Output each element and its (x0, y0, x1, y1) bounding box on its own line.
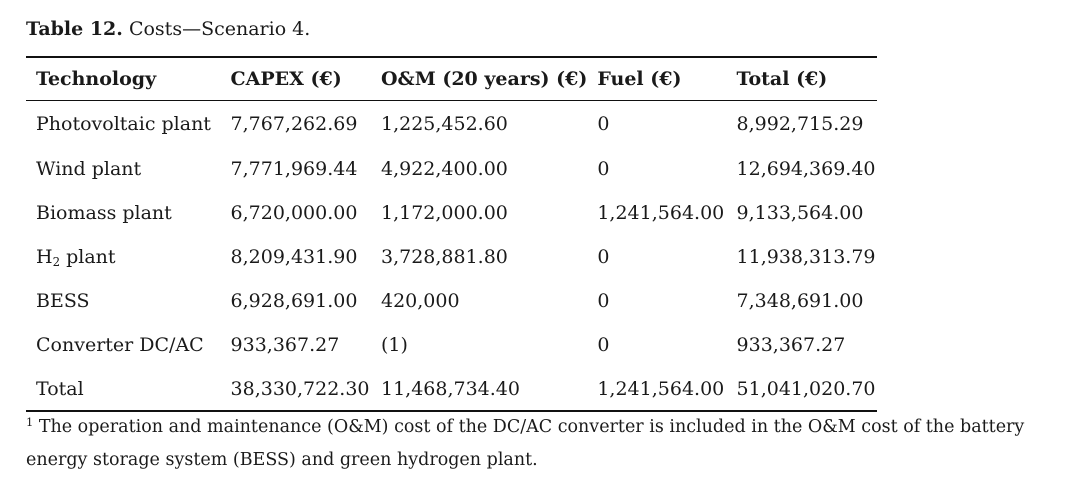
technology-cell: Wind plant (36, 158, 142, 180)
header-technology: Technology (36, 68, 157, 90)
technology-cell: Biomass plant (36, 202, 172, 224)
fuel-cell: 0 (597, 334, 610, 356)
total-cell: 11,938,313.79 (736, 246, 876, 268)
om-cell: 1,172,000.00 (380, 202, 508, 224)
technology-cell: H2 plant (36, 246, 116, 269)
fuel-cell: 0 (597, 158, 610, 180)
table-row: Converter DC/AC 933,367.27 (1) 0 933,367… (26, 323, 877, 367)
capex-cell: 8,209,431.90 (230, 246, 358, 268)
header-fuel: Fuel (€) (597, 68, 682, 90)
total-cell: 9,133,564.00 (736, 202, 864, 224)
technology-cell: BESS (36, 290, 90, 312)
fuel-cell: 0 (597, 246, 610, 268)
fuel-cell: 1,241,564.00 (597, 377, 725, 400)
fuel-cell: 1,241,564.00 (597, 202, 725, 224)
table-row: H2 plant 8,209,431.90 3,728,881.80 0 11,… (26, 235, 877, 279)
table-row: BESS 6,928,691.00 420,000 0 7,348,691.00 (26, 279, 877, 323)
total-cell: 7,348,691.00 (736, 290, 864, 312)
total-cell: 12,694,369.40 (736, 158, 876, 180)
table-row: Photovoltaic plant 7,767,262.69 1,225,45… (26, 101, 877, 148)
technology-cell: Total (36, 377, 84, 400)
total-cell: 933,367.27 (736, 334, 846, 356)
header-capex: CAPEX (€) (230, 68, 342, 90)
total-row: Total 38,330,722.30 11,468,734.40 1,241,… (26, 367, 877, 411)
capex-cell: 7,771,969.44 (230, 158, 358, 180)
capex-cell: 6,928,691.00 (230, 290, 358, 312)
table-footnote: 1 The operation and maintenance (O&M) co… (26, 411, 1066, 477)
header-total: Total (€) (736, 68, 828, 90)
capex-cell: 933,367.27 (230, 334, 340, 356)
capex-cell: 6,720,000.00 (230, 202, 358, 224)
subscript: 2 (52, 254, 61, 269)
om-cell: (1) (380, 334, 408, 356)
om-cell: 4,922,400.00 (380, 158, 508, 180)
footnote-marker: 1 (26, 414, 34, 429)
table-caption: Table 12. Costs—Scenario 4. (26, 16, 310, 42)
fuel-cell: 0 (597, 290, 610, 312)
footnote-text: The operation and maintenance (O&M) cost… (26, 417, 1025, 470)
table-row: Biomass plant 6,720,000.00 1,172,000.00 … (26, 191, 877, 235)
caption-label: Table 12. (26, 18, 123, 40)
caption-text: Costs—Scenario 4. (128, 18, 311, 40)
om-cell: 3,728,881.80 (380, 246, 508, 268)
om-cell: 1,225,452.60 (380, 113, 508, 135)
om-cell: 420,000 (380, 290, 460, 312)
fuel-cell: 0 (597, 113, 610, 135)
total-cell: 8,992,715.29 (736, 113, 864, 135)
technology-cell: Photovoltaic plant (36, 113, 211, 135)
table-row: Wind plant 7,771,969.44 4,922,400.00 0 1… (26, 147, 877, 191)
header-row: Technology CAPEX (€) O&M (20 years) (€) … (26, 57, 877, 101)
om-cell: 11,468,734.40 (380, 377, 520, 400)
capex-cell: 7,767,262.69 (230, 113, 358, 135)
capex-cell: 38,330,722.30 (230, 377, 370, 400)
header-om: O&M (20 years) (€) (380, 68, 588, 90)
technology-cell: Converter DC/AC (36, 334, 204, 356)
total-cell: 51,041,020.70 (736, 377, 876, 400)
costs-table: Technology CAPEX (€) O&M (20 years) (€) … (26, 56, 877, 412)
